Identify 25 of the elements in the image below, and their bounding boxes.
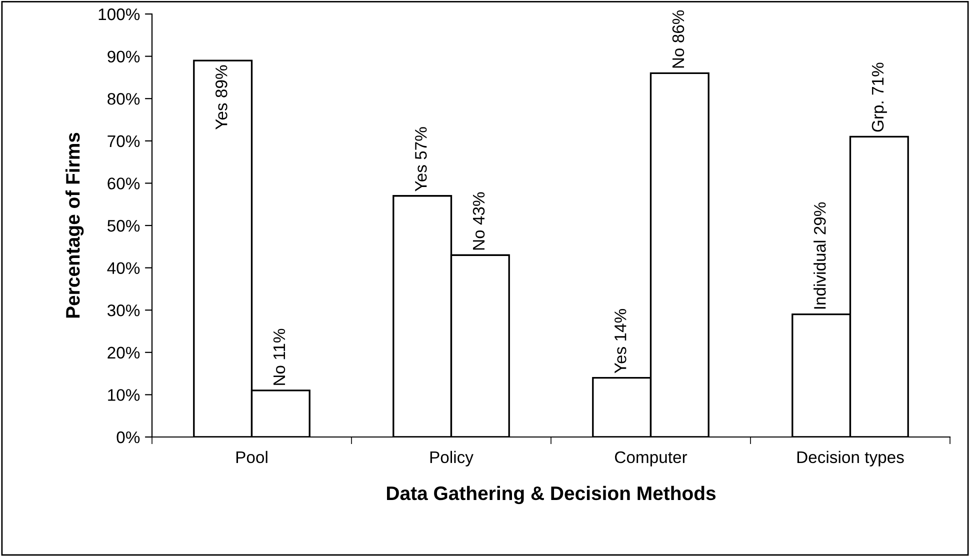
data-label: No 86%	[672, 10, 684, 68]
y-tick-label: 80%	[108, 93, 140, 105]
y-axis-title: Percentage of Firms	[65, 132, 84, 318]
y-tick-label: 60%	[108, 178, 140, 190]
data-label: Yes 89%	[215, 65, 228, 130]
y-tick-label: 100%	[98, 8, 140, 20]
y-tick-label: 50%	[108, 220, 140, 232]
data-label: No 11%	[273, 328, 286, 385]
x-tick-label: Policy	[430, 450, 474, 466]
x-tick-label: Pool	[236, 450, 268, 464]
data-label: Yes 57%	[415, 127, 427, 192]
data-label: Grp. 71%	[872, 62, 887, 132]
data-label: No 43%	[472, 192, 485, 250]
y-tick-label: 0%	[116, 431, 140, 444]
data-label: Individual 29%	[814, 202, 826, 309]
y-tick-label: 10%	[108, 389, 140, 401]
x-axis-title: Data Gathering & Decision Methods	[387, 486, 716, 504]
y-tick-label: 90%	[108, 50, 140, 63]
y-tick-label: 30%	[107, 304, 140, 316]
x-tick-label: Decision types	[797, 450, 904, 466]
data-label: Yes 14%	[614, 309, 626, 374]
y-tick-label: 20%	[108, 346, 140, 359]
y-tick-label: 40%	[107, 262, 140, 274]
x-tick-label: Computer	[615, 451, 688, 466]
y-tick-label: 70%	[108, 135, 140, 148]
